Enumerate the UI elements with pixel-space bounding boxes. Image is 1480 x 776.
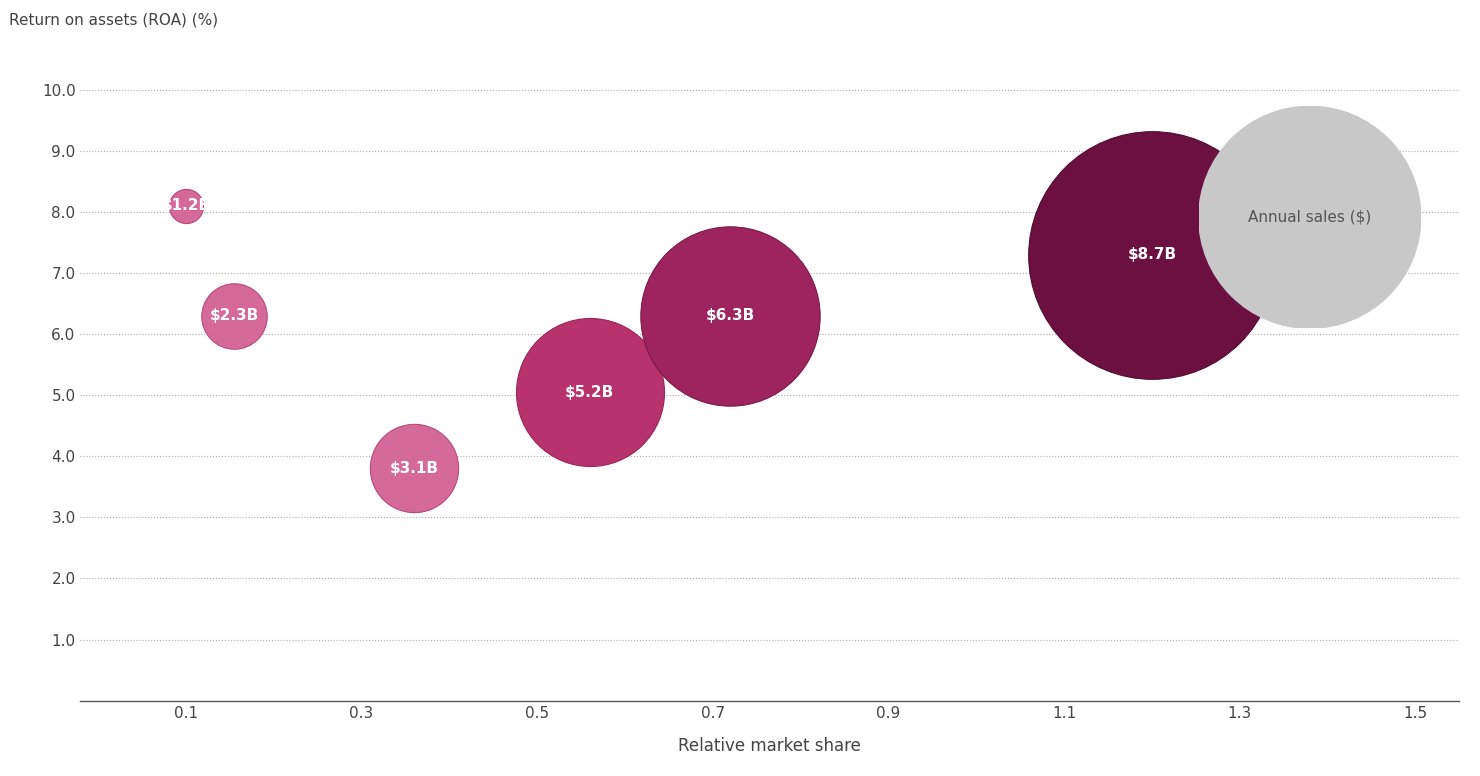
Y-axis label: Return on assets (ROA) (%): Return on assets (ROA) (%) [9, 12, 218, 28]
Point [403, 462, 426, 475]
Text: $8.7B: $8.7B [1128, 247, 1177, 262]
Text: $2.3B: $2.3B [210, 308, 259, 324]
Point [222, 310, 246, 322]
Point [718, 310, 741, 322]
Text: $5.2B: $5.2B [565, 385, 614, 400]
Point [579, 386, 602, 398]
Text: $6.3B: $6.3B [706, 308, 755, 324]
Circle shape [1199, 106, 1421, 328]
Text: Annual sales ($): Annual sales ($) [1248, 210, 1372, 225]
X-axis label: Relative market share: Relative market share [678, 737, 861, 755]
Point [175, 199, 198, 212]
Point [1140, 248, 1163, 261]
Text: $3.1B: $3.1B [389, 461, 438, 476]
Text: $1.2B: $1.2B [161, 198, 210, 213]
